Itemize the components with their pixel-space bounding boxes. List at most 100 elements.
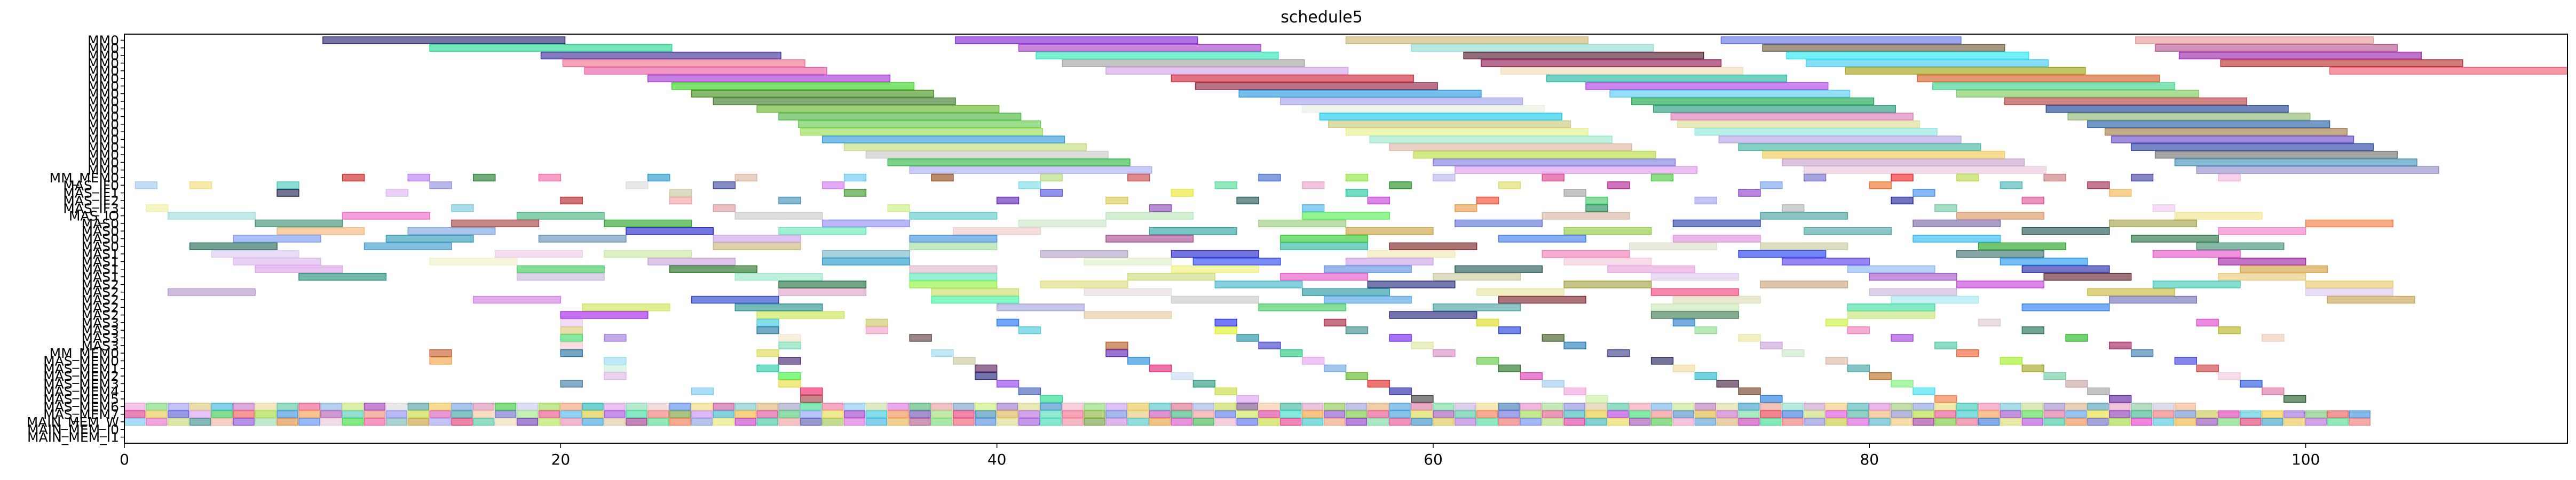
schedule-bar [1563,189,1586,197]
schedule-bar [1455,166,1698,174]
y-tick-label: MM0 [88,63,119,79]
schedule-bar [516,410,539,418]
schedule-bar [1302,403,1324,411]
schedule-bar [1738,403,1760,411]
schedule-bar [124,410,146,418]
y-tick-label: MAS2 [82,285,119,300]
schedule-bar [2021,410,2043,418]
schedule-bar [1760,281,1848,289]
schedule-bar [955,36,1198,44]
schedule-bar [1782,418,1804,426]
schedule-bar [2087,288,2176,296]
schedule-bar [843,189,867,197]
schedule-bar [1563,418,1585,426]
schedule-bar [1585,196,1608,205]
schedule-bar [1585,204,1608,212]
schedule-bar [1433,349,1456,357]
schedule-bar [1171,372,1194,380]
schedule-bar [1762,44,2005,52]
schedule-bar [734,212,823,220]
schedule-bar [1956,250,2044,258]
schedule-bar [1782,258,1870,266]
schedule-bar [1389,418,1411,426]
schedule-bar [887,403,909,411]
schedule-bar [560,318,583,327]
schedule-bar [2305,410,2327,418]
y-tick-label: MAIN_MEM_I0 [27,422,119,437]
schedule-bar [2000,410,2022,418]
schedule-bar [626,403,647,411]
schedule-bar [2174,403,2196,411]
schedule-bar [1367,196,1390,205]
schedule-bar [1411,341,1434,350]
y-tick-label: MM0 [88,94,119,109]
schedule-bar [1978,403,2000,411]
schedule-bar [233,258,321,266]
schedule-bar [342,403,364,411]
schedule-bar [1389,181,1412,189]
schedule-bar [2109,410,2131,418]
schedule-bar [342,418,364,426]
schedule-bar [1607,349,1630,357]
schedule-bar [1040,395,1063,403]
schedule-bar [778,410,800,418]
schedule-bar [1413,150,1656,159]
schedule-bar [1127,403,1149,411]
schedule-bar [909,212,998,220]
schedule-bar [734,403,756,411]
schedule-bar [2240,418,2262,426]
schedule-bar [778,418,800,426]
schedule-bar [233,410,255,418]
schedule-bar [713,242,801,250]
schedule-bar [407,227,496,235]
schedule-bar [626,418,647,426]
schedule-bar [1149,364,1172,372]
schedule-bar [1195,82,1438,90]
schedule-bar [2220,59,2463,67]
schedule-bar [1891,196,1914,205]
schedule-bar [167,410,189,418]
schedule-bar [691,295,779,304]
schedule-bar [1694,127,1938,136]
schedule-bar [2087,410,2109,418]
schedule-bar [1782,410,1804,418]
schedule-bar [1607,265,1696,273]
schedule-bar [1760,395,1783,403]
chart-title: schedule5 [1281,8,1363,27]
x-tick-label: 100 [2291,451,2320,468]
schedule-bar [1455,403,1476,411]
schedule-bar [1542,410,1563,418]
schedule-bar [1214,181,1237,189]
schedule-bar [1845,67,2086,75]
schedule-bar [1585,410,1607,418]
schedule-bar [1563,410,1585,418]
schedule-bar [494,410,517,418]
y-tick-label: MAS0 [82,223,119,239]
schedule-bar [2021,364,2044,372]
schedule-bar [1869,372,1892,380]
schedule-bar [778,281,867,289]
schedule-bar [1563,387,1586,395]
schedule-bar [1716,410,1738,418]
schedule-bar [560,311,649,319]
schedule-bar [713,181,736,189]
schedule-bar [1847,326,1870,334]
schedule-bar [146,204,169,212]
schedule-bar [1084,311,1172,319]
schedule-bar [1018,219,1107,228]
schedule-bar [540,51,781,60]
schedule-bar [1328,120,1571,129]
schedule-bar [778,403,800,411]
schedule-bar [821,219,910,228]
schedule-bar [2087,403,2109,411]
schedule-bar [1498,403,1520,411]
schedule-bar [1694,403,1716,411]
schedule-bar [821,418,844,426]
schedule-bar [2218,372,2241,380]
schedule-bar [800,395,823,403]
schedule-bar [1258,403,1280,411]
schedule-bar [2130,410,2153,418]
schedule-bar [429,181,452,189]
schedule-bar [255,403,276,411]
schedule-bar [2067,113,2311,121]
